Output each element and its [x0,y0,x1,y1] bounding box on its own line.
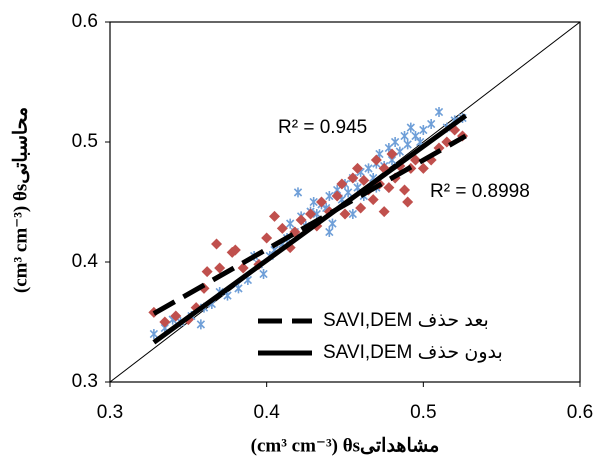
plot-frame [109,21,581,383]
point [293,187,303,198]
point [364,163,373,174]
x-axis-title: (cm³ cm⁻³) θsمشاهداتی [251,435,440,456]
point [399,184,411,196]
point [331,190,343,202]
point [390,137,400,147]
point [355,202,367,214]
point [352,162,364,174]
point [305,208,317,220]
point [229,244,241,256]
point [378,206,390,218]
point [434,107,444,117]
point [370,154,382,166]
trendline [152,133,467,316]
y-tick-label: 0.4 [72,251,99,272]
point [295,214,307,226]
point [234,283,243,294]
point [286,218,295,229]
point [149,329,159,339]
point [383,182,395,194]
y-tick-label: 0.6 [72,11,98,32]
r2-label: R² = 0.945 [278,117,367,138]
trendline [152,113,468,345]
legend-label: SAVI,DEM بعد حذف [323,310,489,331]
x-tick-label: 0.3 [97,402,123,423]
point [196,319,206,330]
point [211,238,223,250]
x-tick-label: 0.5 [410,402,436,423]
point [403,139,412,150]
legend-label: SAVI,DEM بدون حذف [323,342,503,363]
point [309,197,318,207]
point [325,227,334,237]
y-tick-label: 0.3 [72,371,98,392]
point [347,172,359,184]
point [214,262,226,274]
point [316,196,327,208]
point [410,154,421,166]
point [386,148,398,160]
point [406,122,415,133]
point [402,196,414,208]
point [259,269,268,279]
y-axis-title: (cm³ cm⁻³) θsمحاسباتی [10,107,31,293]
point [348,209,357,219]
point [411,131,420,141]
point [159,316,171,328]
point [343,187,353,198]
point [170,310,182,322]
point [325,191,334,201]
point [417,162,429,174]
point [269,210,280,222]
point [201,266,213,278]
point [419,125,428,135]
point [400,131,409,141]
point [328,218,337,229]
point [367,194,379,206]
point [336,178,348,190]
point [276,222,288,234]
point [427,119,436,129]
r2-label: R² = 0.8998 [430,181,530,202]
point [237,262,249,274]
point [312,209,321,219]
x-tick-label: 0.6 [567,402,593,423]
point [339,208,351,220]
point [261,232,273,244]
y-tick-label: 0.5 [72,131,98,152]
x-tick-label: 0.4 [253,402,280,423]
point [358,174,370,186]
